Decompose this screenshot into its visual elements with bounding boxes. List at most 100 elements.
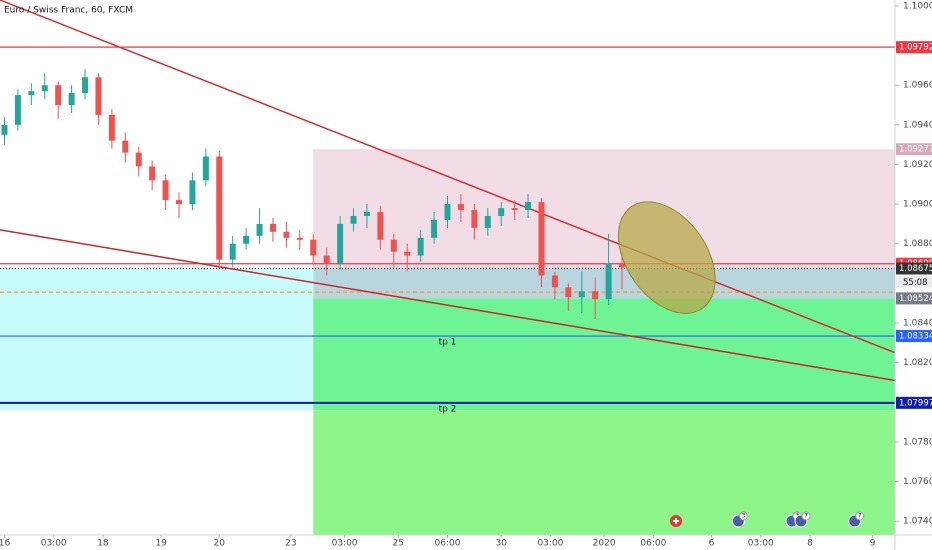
event-badge <box>738 511 748 521</box>
x-tick-label: 16 <box>0 539 10 549</box>
annotation: tp 1 <box>439 338 457 348</box>
y-tick-label: 1.08400 <box>903 318 932 328</box>
candle-body <box>619 263 626 268</box>
event-flag[interactable] <box>670 515 682 527</box>
candle-body <box>592 291 599 300</box>
x-tick-label: 20 <box>214 539 226 549</box>
x-tick-label: 6 <box>709 539 715 549</box>
candle-body <box>283 231 290 238</box>
candle-body <box>323 255 330 264</box>
event-count: 7 <box>804 513 808 520</box>
candle-body <box>243 235 250 244</box>
candle-body <box>202 156 209 181</box>
x-tick-label: 25 <box>393 539 404 549</box>
price-tag-label: 1.07997 <box>899 398 932 408</box>
candle-body <box>431 219 438 238</box>
trendline <box>0 229 896 382</box>
candle-body <box>377 212 384 240</box>
event-icon[interactable]: 3 <box>731 511 748 528</box>
candle-body <box>417 237 424 256</box>
candle-body <box>82 77 89 94</box>
candle-body <box>229 243 236 260</box>
candle-body <box>28 91 35 96</box>
candle-body <box>108 114 115 141</box>
candle-body <box>605 263 612 300</box>
candle-body <box>390 239 397 252</box>
candle-body <box>525 202 532 211</box>
zone <box>313 268 895 299</box>
zone <box>0 268 314 411</box>
price-tag <box>896 330 932 343</box>
y-tick-label: 1.07600 <box>903 477 932 487</box>
candle-body <box>444 204 451 220</box>
zone <box>313 149 895 269</box>
y-tick-label: 1.07800 <box>903 437 932 447</box>
x-tick-label: 8 <box>807 539 813 549</box>
x-tick-label: 03:00 <box>332 539 358 549</box>
candle-body <box>269 223 276 232</box>
x-tick-label: 30 <box>495 539 507 549</box>
candle-body <box>457 204 464 211</box>
candle-body <box>471 210 478 228</box>
x-tick-label: 23 <box>285 539 296 549</box>
event-count: 3 <box>741 513 745 520</box>
candle-body <box>135 152 142 167</box>
candle-body <box>404 251 411 256</box>
x-tick-label: 06:00 <box>640 539 666 549</box>
x-tick-label: 2020 <box>593 539 616 549</box>
candle-body <box>578 291 585 298</box>
price-tag <box>896 143 932 156</box>
plot-area: tp 1 tp 2 <box>0 0 896 535</box>
candle-body <box>162 180 169 201</box>
highlight-ellipse <box>617 201 716 314</box>
candle-body <box>296 237 303 240</box>
candle-body <box>551 275 558 288</box>
x-tick-label: 9 <box>870 539 876 549</box>
price-tag <box>896 41 932 54</box>
event-count: 7 <box>858 513 862 520</box>
trendline <box>0 0 896 354</box>
flag-cross <box>673 518 679 524</box>
candle-body <box>122 140 129 153</box>
candle-body <box>511 208 518 211</box>
candle-body <box>95 77 102 115</box>
y-tick-label: 1.07400 <box>903 517 932 527</box>
price-tag <box>896 292 932 305</box>
x-tick-label: 03:00 <box>537 539 563 549</box>
candle-body <box>538 202 545 276</box>
x-tick-label: 18 <box>97 539 109 549</box>
price-tag-label: 1.08334 <box>899 332 932 342</box>
x-tick-label: 06:00 <box>435 539 461 549</box>
candle-body <box>189 180 196 205</box>
event-badge <box>855 511 865 521</box>
candle-body <box>14 95 21 125</box>
y-tick-label: 1.10000 <box>903 1 932 11</box>
y-tick-label: 1.08200 <box>903 358 932 368</box>
candle-body <box>41 85 48 92</box>
zone <box>313 298 895 411</box>
event-icon[interactable]: 7 <box>794 511 811 528</box>
candle-body <box>256 223 263 236</box>
y-tick-label: 1.09200 <box>903 160 932 170</box>
candle-body <box>484 215 491 228</box>
candle-body <box>149 166 156 181</box>
candle-body <box>498 208 505 216</box>
price-tag <box>896 262 932 275</box>
annotation: tp 2 <box>439 404 457 414</box>
candle-body <box>68 93 75 106</box>
candle-body <box>176 200 182 205</box>
chart-title: Euro / Swiss Franc, 60, FXCM <box>4 6 133 16</box>
y-tick-label: 1.09400 <box>903 120 932 130</box>
y-tick-label: 1.08800 <box>903 239 932 249</box>
candle-body <box>216 156 223 260</box>
price-tag-label: 1.08675 <box>899 264 932 274</box>
candle-body <box>565 287 572 298</box>
event-badge <box>801 511 811 521</box>
candle-body <box>350 215 357 224</box>
y-tick-label: 1.09000 <box>903 200 932 210</box>
event-icon[interactable]: 7 <box>848 511 865 528</box>
candle-body <box>55 85 62 106</box>
candle-body <box>337 223 344 264</box>
price-tag <box>896 396 932 409</box>
